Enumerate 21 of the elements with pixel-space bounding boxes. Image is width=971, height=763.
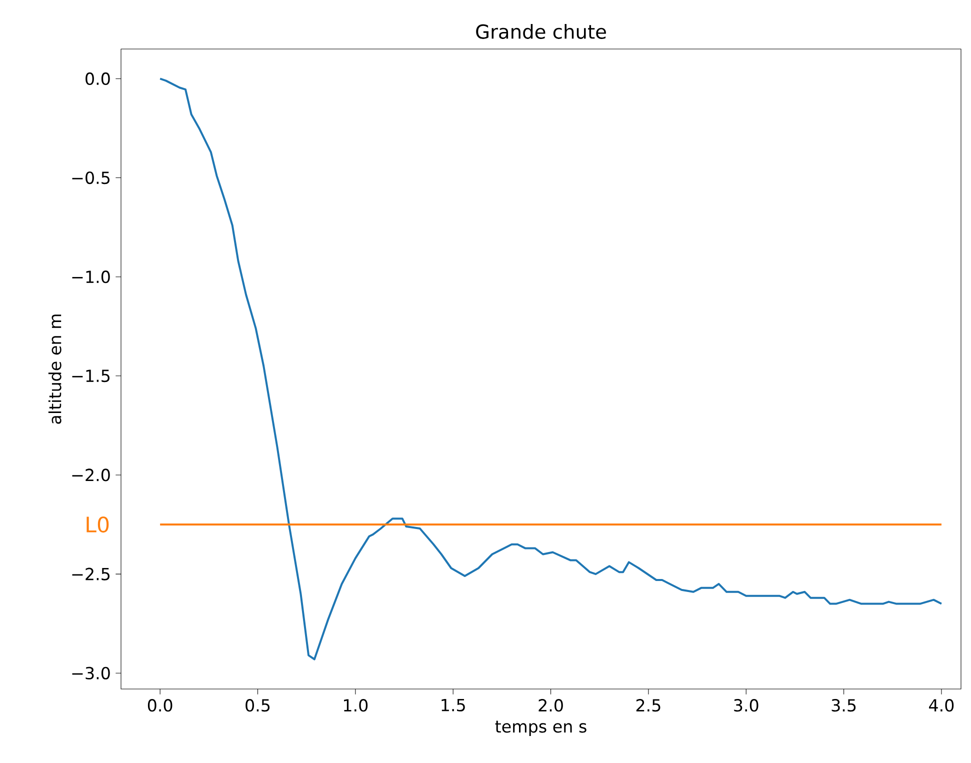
- x-tick-label: 4.0: [929, 699, 954, 712]
- x-tick-label: 1.0: [344, 699, 368, 712]
- y-tick-label: −2.0: [72, 468, 110, 482]
- y-tick-label: −0.5: [72, 171, 110, 184]
- x-tick-label: 3.5: [832, 699, 856, 712]
- x-axis-title: temps en s: [495, 720, 586, 736]
- x-tick-label: 2.5: [636, 699, 660, 712]
- chart-title: Grande chute: [476, 24, 606, 39]
- line-series: [159, 78, 942, 660]
- x-tick-label: 0.5: [246, 699, 270, 712]
- x-tick-label: 1.5: [442, 699, 465, 712]
- y-tick-label: −2.5: [72, 568, 110, 580]
- y-tick-label: 0.0: [86, 72, 110, 86]
- text: L0: [86, 516, 109, 533]
- y-tick-label: −1.5: [72, 370, 110, 382]
- y-axis-title: altitude en m: [48, 314, 62, 424]
- x-tick-label: 0.0: [148, 699, 172, 712]
- y-tick-label: −1.0: [72, 270, 110, 284]
- y-tick-label: −3.0: [72, 666, 110, 680]
- x-tick-label: 2.0: [538, 699, 563, 712]
- x-tick-label: 3.0: [734, 699, 758, 712]
